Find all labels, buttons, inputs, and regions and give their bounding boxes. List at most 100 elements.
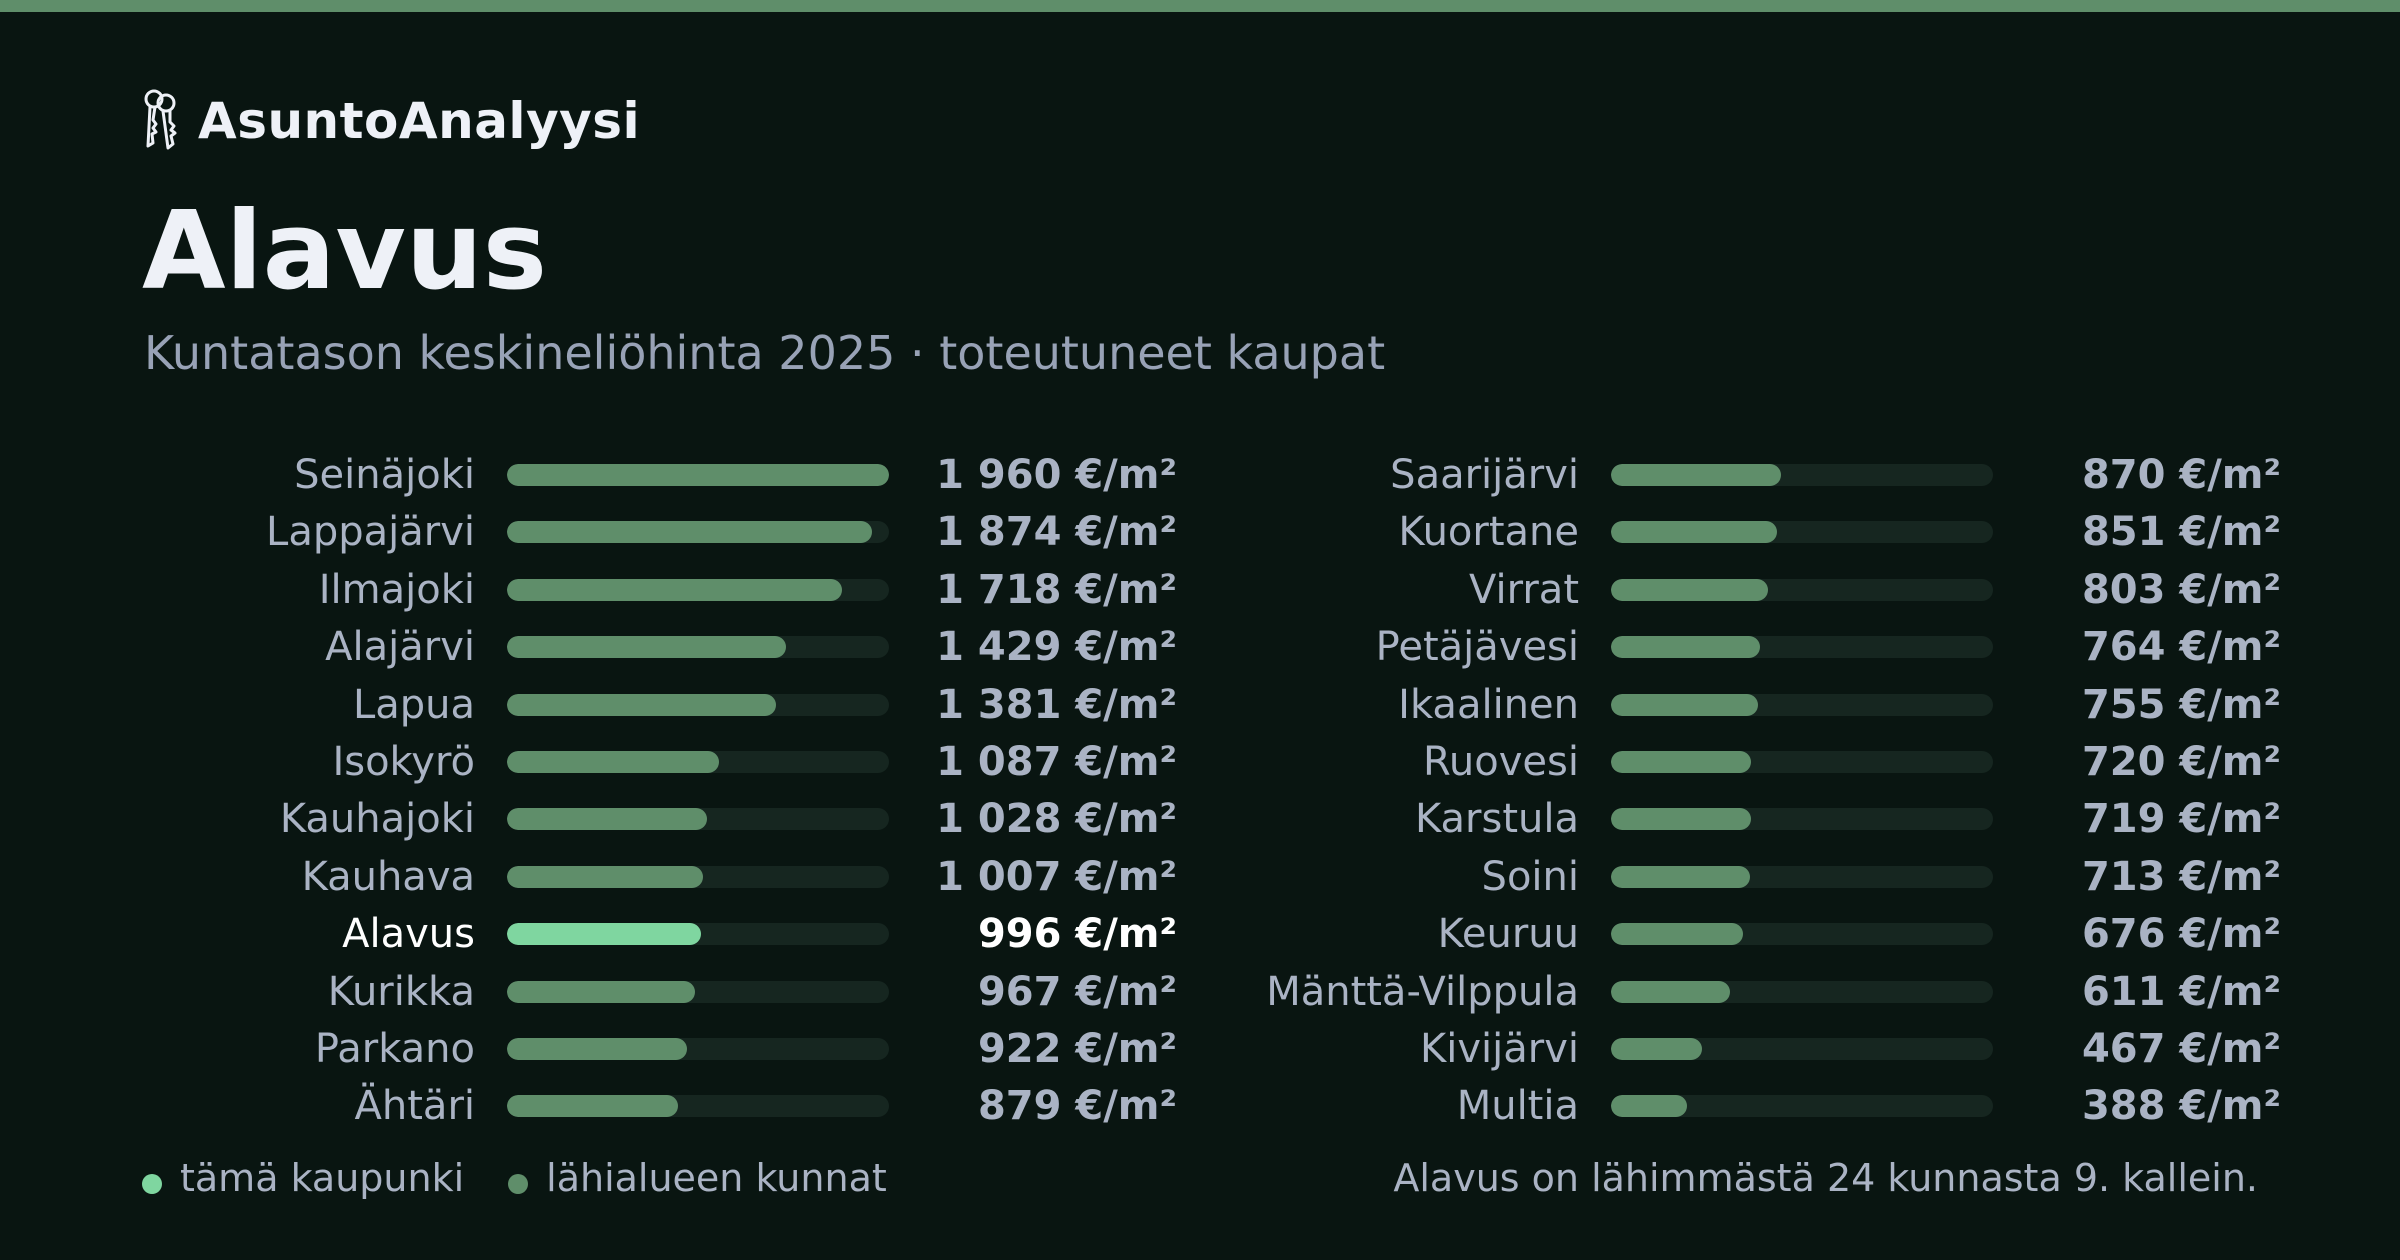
bar-row: Kivijärvi 467 €/m² [1249,1021,2289,1077]
bar [1611,808,1752,831]
bar-row: Ruovesi 720 €/m² [1249,734,2289,790]
bar-track [1611,923,1993,946]
legend-dot-this-city [142,1174,162,1194]
bar-label: Kivijärvi [1420,1026,1579,1072]
bar-track [507,521,889,544]
bar [507,1038,687,1060]
bar-label: Alajärvi [325,624,475,671]
bar-row: Lapua 1 381 €/m² [145,677,1185,733]
bar [507,1095,679,1118]
bar-value-label: 967 €/m² [977,968,1177,1015]
bar-value-label: 720 €/m² [2081,739,2281,785]
bar-label: Kauhajoki [279,796,475,843]
bar-label: Multia [1456,1083,1579,1130]
bar-track [507,636,889,659]
bar [1611,521,1777,544]
bar-value-label: 1 874 €/m² [936,509,1177,556]
bar-label: Lapua [352,681,475,728]
bar-row: Kuortane 851 €/m² [1249,504,2289,560]
bar-value-label: 1 429 €/m² [936,624,1177,671]
bar-label: Ruovesi [1422,739,1579,785]
bar-row: Ilmajoki 1 718 €/m² [145,562,1185,618]
bar-row: Kurikka 967 €/m² [145,964,1185,1020]
bar-track [507,808,889,831]
rank-footnote: Alavus on lähimmästä 24 kunnasta 9. kall… [1393,1156,2258,1200]
bar-label: Virrat [1469,566,1579,613]
legend-label-nearby: lähialueen kunnat [546,1156,887,1200]
brand: AsuntoAnalyysi [140,88,640,154]
bar-value-label: 922 €/m² [977,1026,1177,1072]
bar [1611,751,1752,773]
legend: tämä kaupunki lähialueen kunnat [142,1150,931,1206]
legend-item-this-city: tämä kaupunki [142,1156,464,1200]
bar-track [1611,521,1993,544]
bar-label: Keuruu [1437,911,1579,958]
bar-label: Kauhava [301,853,475,900]
bar-label: Parkano [314,1026,475,1072]
bar [1611,923,1743,946]
bar-track [1611,865,1993,888]
bar-label: Ilmajoki [318,566,475,613]
bar-row: Karstula 719 €/m² [1249,791,2289,847]
bar [1611,693,1759,716]
bar-row: Saarijärvi 870 €/m² [1249,447,2289,503]
page-subtitle: Kuntatason keskineliöhinta 2025 · toteut… [144,326,1386,380]
bar-value-label: 1 381 €/m² [936,681,1177,728]
bar-track [507,693,889,716]
bar-value-label: 755 €/m² [2081,681,2281,728]
bar-track [1611,808,1993,831]
bar-track [1611,464,1993,486]
bar-value-label: 996 €/m² [977,911,1177,958]
bar-value-label: 803 €/m² [2081,566,2281,613]
bar [507,693,777,716]
bar-track [507,1095,889,1118]
bar-value-label: 879 €/m² [977,1083,1177,1130]
keys-icon [140,88,180,154]
page-title: Alavus [142,189,548,314]
bar-label: Ähtäri [354,1083,475,1130]
bar-label: Karstula [1415,796,1579,843]
bar-label: Lappajärvi [266,509,475,556]
bar-track [1611,1095,1993,1118]
bar-row: Kauhajoki 1 028 €/m² [145,791,1185,847]
bar-value-label: 1 960 €/m² [936,452,1177,498]
bar-track [507,865,889,888]
bar [507,521,873,544]
bar-label: Seinäjoki [294,452,475,498]
bar-row: Parkano 922 €/m² [145,1021,1185,1077]
bar-row: Alajärvi 1 429 €/m² [145,619,1185,675]
bar-track [507,578,889,601]
bar-row: Lappajärvi 1 874 €/m² [145,504,1185,560]
bar-row: Ähtäri 879 €/m² [145,1078,1185,1134]
bar-value-label: 676 €/m² [2081,911,2281,958]
bar-label: Isokyrö [332,739,475,785]
bar-label: Ikaalinen [1398,681,1579,728]
legend-item-nearby: lähialueen kunnat [508,1156,887,1200]
bar-track [507,751,889,773]
bar-label: Petäjävesi [1375,624,1579,671]
bar-value-label: 388 €/m² [2081,1083,2281,1130]
bar [507,923,702,946]
bar-row: Multia 388 €/m² [1249,1078,2289,1134]
bar-row: Petäjävesi 764 €/m² [1249,619,2289,675]
bar-row: Mänttä-Vilppula 611 €/m² [1249,964,2289,1020]
bar-label: Kurikka [327,968,475,1015]
brand-name: AsuntoAnalyysi [198,92,641,150]
bar [507,464,889,486]
bar [1611,578,1768,601]
bar-track [1611,980,1993,1003]
bar-row: Alavus 996 €/m² [145,906,1185,962]
bar [1611,1095,1687,1118]
bar-row: Virrat 803 €/m² [1249,562,2289,618]
bar-track [1611,636,1993,659]
bar-track [507,464,889,486]
bar [1611,1038,1703,1060]
bar [1611,865,1750,888]
bar-track [507,1038,889,1060]
bar-track [1611,1038,1993,1060]
bar-value-label: 719 €/m² [2081,796,2281,843]
bar [507,865,704,888]
bar-value-label: 1 718 €/m² [936,566,1177,613]
bar-track [1611,578,1993,601]
bar-value-label: 1 087 €/m² [936,739,1177,785]
